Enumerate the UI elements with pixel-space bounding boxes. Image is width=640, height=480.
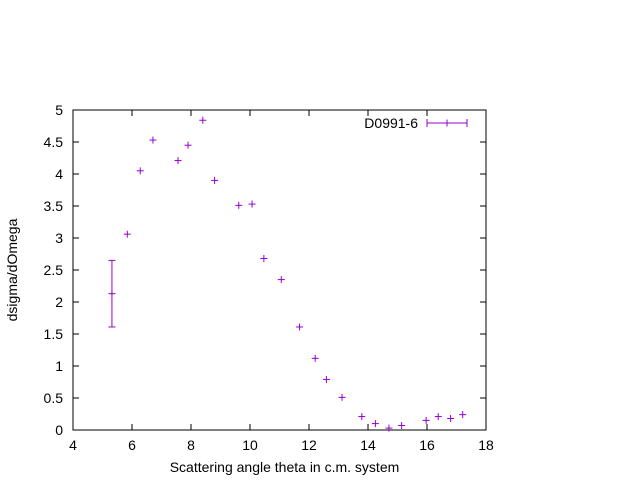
y-tick-label: 4 (55, 166, 63, 182)
legend-label: D0991-6 (364, 115, 418, 131)
data-point (311, 354, 319, 362)
data-point (385, 424, 393, 432)
x-tick-label: 16 (419, 437, 435, 453)
x-tick-label: 8 (187, 437, 195, 453)
x-axis-label: Scattering angle theta in c.m. system (170, 459, 400, 475)
data-point (371, 420, 379, 428)
data-point (447, 414, 455, 422)
data-point (149, 136, 157, 144)
y-tick-label: 3.5 (44, 198, 64, 214)
data-point (277, 276, 285, 284)
legend: D0991-6 (364, 115, 468, 131)
data-point (211, 176, 219, 184)
legend-sample (426, 119, 468, 127)
data-point (358, 413, 366, 421)
data-point (174, 157, 182, 165)
data-point (248, 200, 256, 208)
data-point (123, 230, 131, 238)
data-point (434, 413, 442, 421)
data-point (199, 116, 207, 124)
y-axis-label: dsigma/dOmega (4, 218, 20, 321)
data-point (108, 259, 116, 328)
y-tick-label: 1.5 (44, 326, 64, 342)
y-tick-label: 2.5 (44, 262, 64, 278)
x-tick-label: 12 (301, 437, 317, 453)
plot-frame (72, 109, 487, 431)
y-tick-label: 2 (55, 294, 63, 310)
data-point (459, 411, 467, 419)
x-tick-label: 18 (478, 437, 494, 453)
data-point (296, 323, 304, 331)
x-tick-label: 6 (128, 437, 136, 453)
y-tick-label: 0 (55, 422, 63, 438)
y-tick-label: 0.5 (44, 390, 64, 406)
x-tick-label: 14 (360, 437, 376, 453)
x-tick-label: 10 (242, 437, 258, 453)
data-point (398, 422, 406, 430)
y-tick-label: 3 (55, 230, 63, 246)
y-tick-label: 5 (55, 102, 63, 118)
data-point (422, 416, 430, 424)
x-tick-label: 4 (69, 437, 77, 453)
data-point (184, 141, 192, 149)
data-point (136, 167, 144, 175)
data-series (108, 116, 467, 432)
y-tick-label: 1 (55, 358, 63, 374)
y-axis-ticks: 0 0.5 1 1.5 2 2.5 3 3.5 4 4.5 5 (44, 102, 486, 438)
data-point (235, 201, 243, 209)
data-point (338, 393, 346, 401)
data-point (322, 375, 330, 383)
data-point (260, 254, 268, 262)
y-tick-label: 4.5 (44, 134, 64, 150)
